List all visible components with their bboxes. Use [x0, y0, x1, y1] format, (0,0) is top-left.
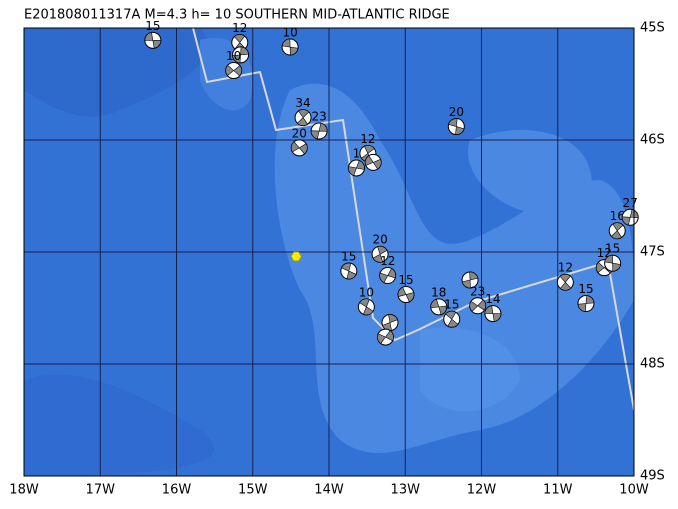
- focal-mechanism: [397, 286, 415, 304]
- x-tick-label: 13W: [391, 483, 421, 498]
- focal-mechanism: [604, 254, 622, 272]
- x-tick-label: 16W: [162, 483, 192, 498]
- focal-mechanism: [371, 245, 389, 263]
- x-tick-label: 15W: [238, 483, 268, 498]
- depth-label: 15: [341, 250, 356, 264]
- x-tick-label: 18W: [9, 483, 39, 498]
- focal-mechanism: [430, 298, 448, 316]
- compression-quadrant: [225, 64, 242, 77]
- compression-quadrant: [577, 295, 595, 312]
- compression-quadrant: [144, 32, 162, 49]
- depth-label: 15: [398, 273, 413, 287]
- depth-label: 15: [145, 19, 160, 33]
- compression-quadrant: [359, 298, 374, 316]
- focal-mechanism: [556, 273, 574, 291]
- depth-label: 10: [226, 49, 241, 63]
- compression-quadrant: [365, 155, 382, 170]
- depth-label: 23: [311, 110, 326, 124]
- compression-quadrant: [379, 268, 396, 284]
- depth-label: 15: [605, 242, 620, 256]
- focal-mechanism: [347, 159, 365, 177]
- focal-mechanism: [357, 298, 375, 316]
- focal-mechanism: [376, 328, 394, 346]
- focal-mechanism: [290, 139, 308, 157]
- compression-quadrant: [559, 274, 572, 291]
- compression-quadrant: [232, 46, 249, 64]
- depth-label: 12: [558, 261, 573, 275]
- compression-quadrant: [281, 38, 299, 56]
- compression-quadrant: [448, 118, 465, 135]
- depth-label: 12: [380, 254, 395, 268]
- depth-label: 27: [623, 196, 638, 210]
- focal-mechanism: [232, 46, 250, 64]
- x-tick-label: 10W: [619, 483, 649, 498]
- focal-mechanism: [608, 222, 626, 240]
- focal-mechanism: [144, 31, 162, 49]
- focal-mechanism: [310, 122, 328, 140]
- focal-mechanism: [469, 297, 487, 315]
- depth-label: 18: [431, 285, 446, 299]
- x-tick-label: 12W: [467, 483, 497, 498]
- focal-mechanism: [447, 118, 465, 136]
- y-tick-label: 47S: [640, 245, 665, 260]
- map-frame: [23, 27, 635, 477]
- compression-quadrant: [397, 286, 415, 303]
- focal-mechanism: [294, 109, 312, 127]
- depth-label: 15: [578, 282, 593, 296]
- focal-mechanism: [379, 267, 397, 285]
- compression-quadrant: [290, 141, 308, 155]
- depth-label: 20: [292, 126, 307, 140]
- depth-label: 34: [295, 96, 310, 110]
- map-title: E201808011317A M=4.3 h= 10 SOUTHERN MID-…: [24, 8, 450, 23]
- epicenter: [290, 251, 302, 262]
- focal-mechanism: [577, 295, 595, 313]
- compression-quadrant: [604, 254, 621, 272]
- compression-quadrant: [430, 298, 448, 315]
- compression-quadrant: [461, 271, 479, 289]
- y-tick-label: 46S: [640, 133, 665, 148]
- depth-label: 23: [470, 284, 485, 298]
- focal-mechanism: [281, 38, 299, 56]
- focal-mechanism: [484, 305, 502, 323]
- depth-label: 12: [360, 132, 375, 146]
- y-tick-label: 49S: [640, 469, 665, 484]
- x-tick-label: 14W: [314, 483, 344, 498]
- y-tick-label: 45S: [640, 21, 665, 36]
- depth-label: 15: [444, 298, 459, 312]
- compression-quadrant: [610, 222, 624, 240]
- depth-label: 16: [610, 209, 625, 223]
- compression-quadrant: [310, 122, 328, 140]
- compression-quadrant: [445, 310, 459, 328]
- focal-mechanism: [381, 314, 399, 332]
- depth-label: 10: [282, 26, 297, 40]
- compression-quadrant: [484, 305, 502, 322]
- compression-quadrant: [377, 330, 394, 345]
- compression-quadrant: [341, 262, 357, 280]
- y-tick-label: 48S: [640, 357, 665, 372]
- depth-label: 20: [449, 105, 464, 119]
- ridge: [192, 27, 635, 411]
- x-tick-label: 11W: [543, 483, 573, 498]
- depth-label: 1: [353, 147, 361, 161]
- compression-quadrant: [372, 245, 388, 263]
- focal-mechanism: [225, 62, 243, 80]
- depth-label: 14: [485, 292, 500, 306]
- depth-label: 20: [372, 233, 387, 247]
- compression-quadrant: [469, 299, 486, 312]
- focal-mechanism: [621, 208, 639, 226]
- focal-mechanism: [461, 271, 479, 289]
- compression-quadrant: [296, 109, 310, 126]
- compression-quadrant: [348, 160, 365, 176]
- focal-mechanism: [340, 262, 358, 280]
- focal-mechanism: [364, 153, 382, 171]
- x-tick-label: 17W: [86, 483, 116, 498]
- depth-label: 10: [359, 285, 374, 299]
- focal-mechanism: [443, 310, 461, 328]
